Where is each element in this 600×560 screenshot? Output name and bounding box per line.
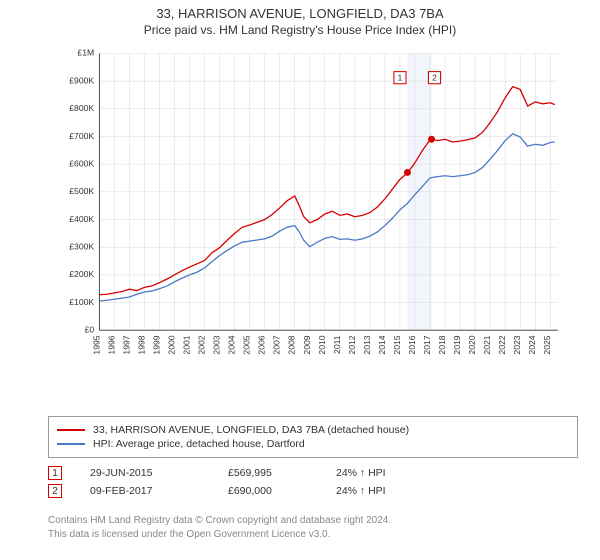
sales-price-2: £690,000: [228, 485, 308, 497]
sales-diff-1: 24% ↑ HPI: [336, 467, 436, 479]
svg-text:2020: 2020: [467, 335, 477, 354]
sales-marker-2: 2: [48, 484, 62, 498]
svg-text:£100K: £100K: [69, 297, 94, 307]
legend-row-subject: 33, HARRISON AVENUE, LONGFIELD, DA3 7BA …: [57, 424, 569, 436]
svg-text:£500K: £500K: [69, 186, 94, 196]
sales-date-2: 09-FEB-2017: [90, 485, 200, 497]
chart-svg: £0 £100K £200K £300K £400K £500K £600K £700K £80…: [48, 50, 578, 370]
svg-text:£0: £0: [85, 324, 95, 334]
svg-text:1: 1: [398, 72, 403, 82]
svg-text:2016: 2016: [407, 335, 417, 354]
attribution-line1: Contains HM Land Registry data © Crown c…: [48, 514, 578, 528]
svg-text:2003: 2003: [212, 335, 222, 354]
svg-text:2015: 2015: [392, 335, 402, 354]
svg-text:2025: 2025: [542, 335, 552, 354]
svg-text:1998: 1998: [136, 335, 146, 354]
legend-row-hpi: HPI: Average price, detached house, Dart…: [57, 438, 569, 450]
sales-row-2: 2 09-FEB-2017 £690,000 24% ↑ HPI: [48, 484, 578, 498]
sales-table: 1 29-JUN-2015 £569,995 24% ↑ HPI 2 09-FE…: [48, 462, 578, 502]
attribution: Contains HM Land Registry data © Crown c…: [48, 514, 578, 541]
svg-text:2022: 2022: [497, 335, 507, 354]
svg-text:£300K: £300K: [69, 241, 94, 251]
svg-text:2024: 2024: [527, 335, 537, 354]
legend-swatch-hpi: [57, 443, 85, 445]
attribution-line2: This data is licensed under the Open Gov…: [48, 528, 578, 542]
svg-text:2013: 2013: [362, 335, 372, 354]
svg-text:1996: 1996: [106, 335, 116, 354]
legend-swatch-subject: [57, 429, 85, 431]
chart-container: 33, HARRISON AVENUE, LONGFIELD, DA3 7BA …: [0, 0, 600, 560]
svg-text:2004: 2004: [227, 335, 237, 354]
legend-box: 33, HARRISON AVENUE, LONGFIELD, DA3 7BA …: [48, 416, 578, 458]
svg-text:2007: 2007: [272, 335, 282, 354]
svg-text:£700K: £700K: [69, 131, 94, 141]
chart-area: £0 £100K £200K £300K £400K £500K £600K £700K £80…: [48, 50, 578, 370]
svg-text:1995: 1995: [91, 335, 101, 354]
svg-text:2011: 2011: [332, 335, 342, 354]
svg-text:2017: 2017: [422, 335, 432, 354]
sales-price-1: £569,995: [228, 467, 308, 479]
svg-text:£1M: £1M: [77, 48, 94, 58]
sales-marker-1: 1: [48, 466, 62, 480]
svg-text:2009: 2009: [302, 335, 312, 354]
svg-text:2005: 2005: [242, 335, 252, 354]
svg-text:2021: 2021: [482, 335, 492, 354]
svg-text:2006: 2006: [257, 335, 267, 354]
title-main: 33, HARRISON AVENUE, LONGFIELD, DA3 7BA: [0, 6, 600, 21]
svg-text:£200K: £200K: [69, 269, 94, 279]
svg-text:2008: 2008: [287, 335, 297, 354]
svg-text:£900K: £900K: [69, 75, 94, 85]
svg-text:£600K: £600K: [69, 158, 94, 168]
sales-row-1: 1 29-JUN-2015 £569,995 24% ↑ HPI: [48, 466, 578, 480]
title-block: 33, HARRISON AVENUE, LONGFIELD, DA3 7BA …: [0, 0, 600, 37]
svg-text:2014: 2014: [377, 335, 387, 354]
title-sub: Price paid vs. HM Land Registry's House …: [0, 23, 600, 37]
svg-text:2018: 2018: [437, 335, 447, 354]
svg-text:£800K: £800K: [69, 103, 94, 113]
svg-text:2012: 2012: [347, 335, 357, 354]
svg-text:2023: 2023: [512, 335, 522, 354]
legend-label-hpi: HPI: Average price, detached house, Dart…: [93, 438, 305, 450]
svg-text:£400K: £400K: [69, 214, 94, 224]
svg-text:2019: 2019: [452, 335, 462, 354]
sales-date-1: 29-JUN-2015: [90, 467, 200, 479]
svg-text:2010: 2010: [317, 335, 327, 354]
sales-diff-2: 24% ↑ HPI: [336, 485, 436, 497]
svg-text:2002: 2002: [197, 335, 207, 354]
svg-text:2000: 2000: [167, 335, 177, 354]
svg-text:1997: 1997: [121, 335, 131, 354]
svg-text:1999: 1999: [151, 335, 161, 354]
svg-text:2: 2: [432, 72, 437, 82]
svg-text:2001: 2001: [182, 335, 192, 354]
legend-label-subject: 33, HARRISON AVENUE, LONGFIELD, DA3 7BA …: [93, 424, 409, 436]
